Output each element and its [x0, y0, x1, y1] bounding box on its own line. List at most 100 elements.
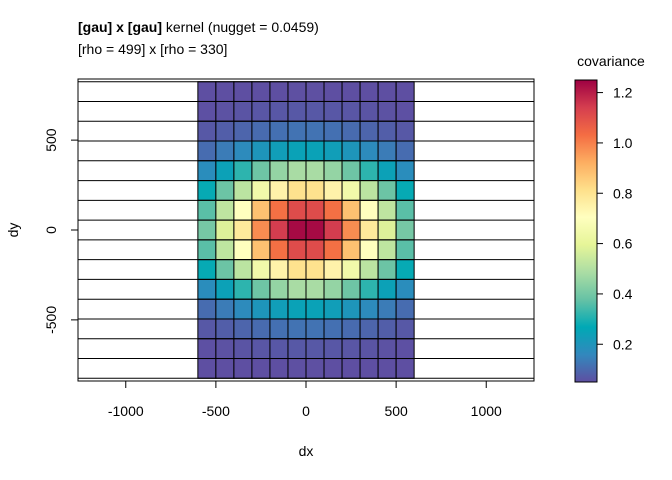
- legend-tick-label: 0.2: [613, 336, 633, 352]
- heatmap-cell: [287, 318, 307, 340]
- heatmap-cell: [215, 219, 235, 241]
- heatmap-cell: [215, 358, 235, 379]
- heatmap-cell: [323, 100, 343, 122]
- heatmap-cell: [251, 81, 271, 102]
- heatmap-cell: [377, 140, 397, 162]
- heatmap-cell: [359, 120, 379, 142]
- heatmap-cell: [269, 239, 289, 261]
- heatmap-cell: [323, 160, 343, 182]
- heatmap-cell: [197, 120, 217, 142]
- legend-tick-label: 0.6: [613, 236, 633, 252]
- heatmap-cell: [341, 358, 361, 379]
- heatmap-cell: [251, 298, 271, 320]
- heatmap-cell: [233, 160, 253, 182]
- heatmap-cell: [197, 318, 217, 340]
- heatmap-cell: [305, 120, 325, 142]
- heatmap-cell: [395, 100, 415, 122]
- heatmap-cell: [197, 338, 217, 360]
- title-bold: [gau] x [gau]: [78, 19, 162, 35]
- heatmap-cell: [251, 140, 271, 162]
- heatmap-cell: [233, 338, 253, 360]
- heatmap-cell: [323, 239, 343, 261]
- heatmap-cell: [305, 298, 325, 320]
- heatmap-cell: [251, 180, 271, 201]
- heatmap-cell: [359, 338, 379, 360]
- heatmap-cell: [395, 278, 415, 300]
- x-tick-label: 500: [384, 403, 408, 419]
- heatmap-cell: [269, 338, 289, 360]
- heatmap-cell: [395, 318, 415, 340]
- heatmap-cell: [377, 358, 397, 379]
- x-tick-label: -1000: [108, 403, 144, 419]
- heatmap-cell: [323, 259, 343, 280]
- heatmap-cell: [341, 140, 361, 162]
- legend-tick-label: 1.2: [613, 85, 633, 101]
- heatmap-cell: [395, 219, 415, 241]
- heatmap-cell: [269, 298, 289, 320]
- heatmap-cell: [323, 298, 343, 320]
- heatmap-cell: [305, 338, 325, 360]
- heatmap-cell: [323, 199, 343, 221]
- heatmap-cell: [305, 259, 325, 280]
- heatmap-cell: [287, 180, 307, 201]
- heatmap-cell: [323, 120, 343, 142]
- heatmap-cell: [233, 100, 253, 122]
- x-tick-label: 0: [302, 403, 310, 419]
- heatmap-cells: [197, 81, 415, 379]
- heatmap-cell: [251, 239, 271, 261]
- heatmap-cell: [305, 278, 325, 300]
- heatmap-cell: [287, 298, 307, 320]
- heatmap-cell: [287, 100, 307, 122]
- heatmap-cell: [197, 358, 217, 379]
- x-axis-label: dx: [299, 443, 314, 459]
- heatmap-cell: [377, 81, 397, 102]
- axes: -1000 -500 0 500 1000 -500 0 500: [43, 128, 502, 419]
- heatmap-cell: [341, 278, 361, 300]
- heatmap-cell: [251, 338, 271, 360]
- heatmap-cell: [305, 199, 325, 221]
- heatmap-cell: [233, 120, 253, 142]
- heatmap-cell: [269, 100, 289, 122]
- legend-tick-label: 0.4: [613, 286, 633, 302]
- heatmap-cell: [305, 160, 325, 182]
- heatmap-cell: [377, 180, 397, 201]
- heatmap-cell: [287, 239, 307, 261]
- heatmap-cell: [377, 199, 397, 221]
- heatmap-cell: [233, 278, 253, 300]
- heatmap-cell: [197, 298, 217, 320]
- heatmap-cell: [215, 239, 235, 261]
- heatmap-cell: [233, 180, 253, 201]
- x-tick-label: -500: [202, 403, 230, 419]
- heatmap-cell: [305, 239, 325, 261]
- heatmap-cell: [287, 199, 307, 221]
- heatmap-cell: [251, 318, 271, 340]
- heatmap-cell: [269, 81, 289, 102]
- heatmap-cell: [341, 180, 361, 201]
- heatmap-cell: [341, 259, 361, 280]
- heatmap-cell: [305, 81, 325, 102]
- heatmap-cell: [341, 239, 361, 261]
- heatmap-cell: [305, 318, 325, 340]
- heatmap-cell: [359, 100, 379, 122]
- heatmap-cell: [323, 180, 343, 201]
- heatmap-cell: [377, 338, 397, 360]
- heatmap-cell: [341, 219, 361, 241]
- chart-title: [gau] x [gau] kernel (nugget = 0.0459): [78, 19, 319, 35]
- y-axis-label: dy: [5, 223, 21, 238]
- heatmap-cell: [269, 219, 289, 241]
- heatmap-cell: [341, 298, 361, 320]
- heatmap-cell: [395, 160, 415, 182]
- heatmap-cell: [269, 140, 289, 162]
- heatmap-cell: [395, 81, 415, 102]
- heatmap-cell: [359, 81, 379, 102]
- title-rest: kernel (nugget = 0.0459): [162, 19, 319, 35]
- heatmap-cell: [287, 278, 307, 300]
- heatmap-cell: [359, 298, 379, 320]
- y-tick-label: -500: [43, 306, 59, 334]
- heatmap-cell: [197, 278, 217, 300]
- heatmap-cell: [359, 199, 379, 221]
- heatmap-cell: [323, 219, 343, 241]
- legend-colorbar: [574, 79, 598, 383]
- heatmap-cell: [233, 298, 253, 320]
- heatmap-cell: [197, 239, 217, 261]
